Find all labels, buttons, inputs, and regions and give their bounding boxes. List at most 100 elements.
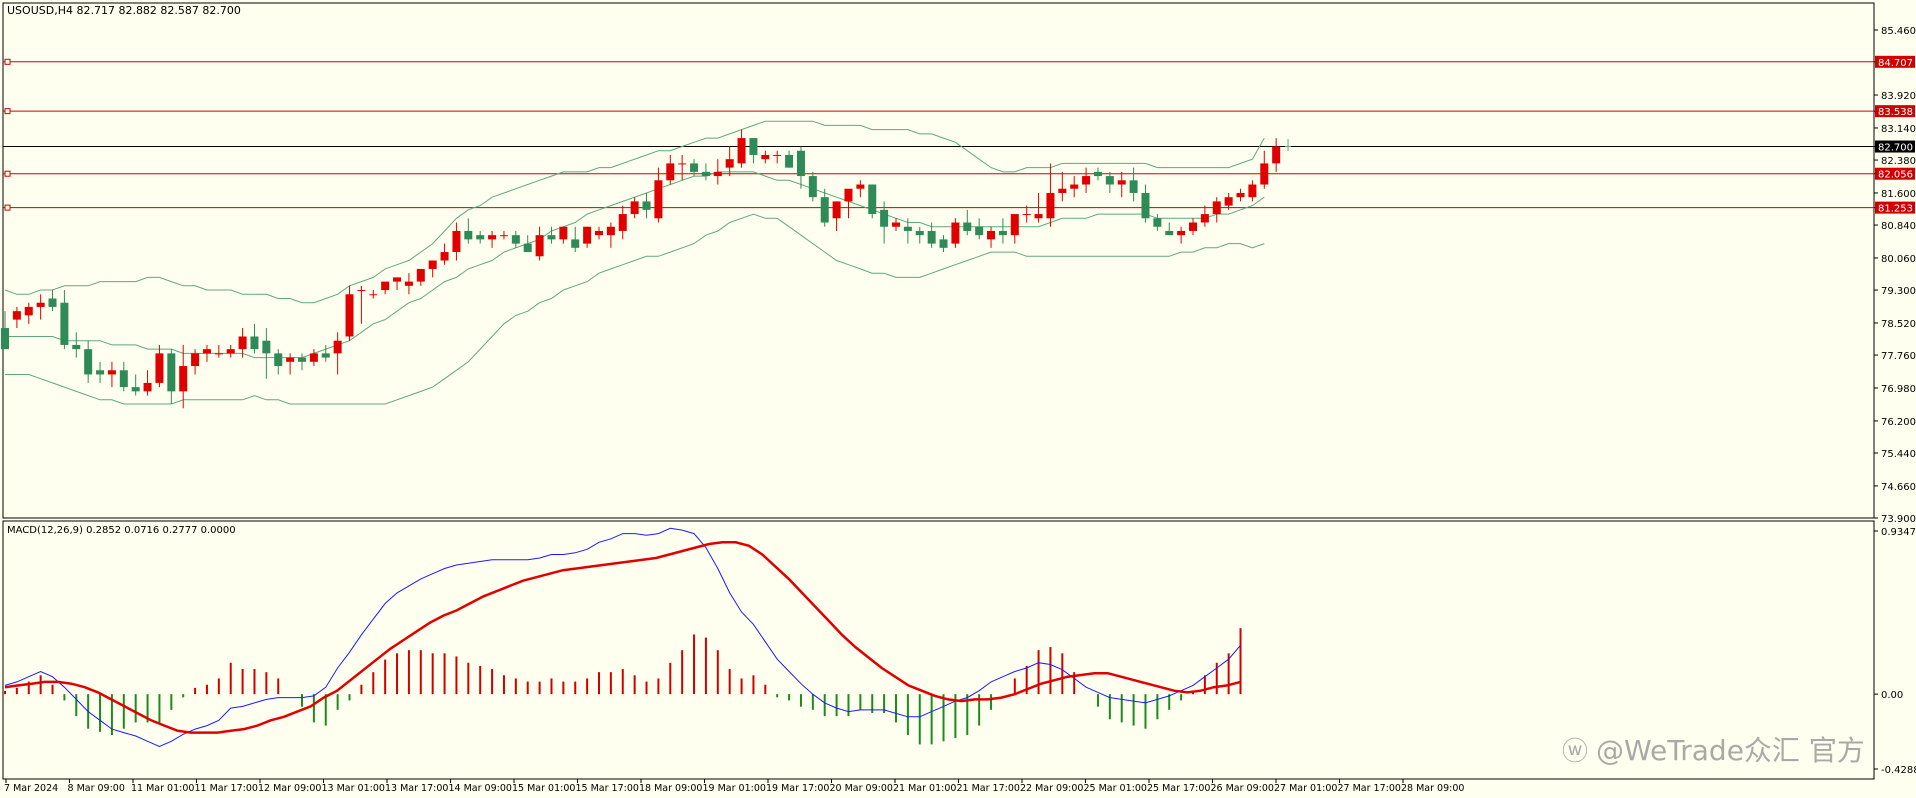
candle-body	[131, 387, 140, 392]
time-axis: 7 Mar 2024 8 Mar 09:00 11 Mar 01:00 11 Mar …	[4, 779, 1464, 794]
candle-body	[1046, 192, 1055, 219]
candle-body	[107, 370, 116, 375]
time-tick-label: 13 Mar 01:00	[322, 783, 385, 794]
candle-body	[84, 349, 93, 375]
time-tick-label: 21 Mar 01:00	[893, 783, 956, 794]
watermark: @WeTrade众汇 官方	[1596, 734, 1865, 767]
candle-body	[713, 171, 722, 177]
time-tick-label: 25 Mar 17:00	[1147, 783, 1210, 794]
candle-body	[214, 353, 223, 355]
price-tick-label: 74.660	[1881, 482, 1916, 493]
macd-panel-frame	[2, 520, 1875, 780]
candle-body	[357, 290, 366, 292]
candle-body	[583, 226, 592, 244]
candle-body	[963, 222, 972, 231]
candle-body	[1, 328, 9, 350]
candle-body	[998, 230, 1007, 236]
level-anchor-handle	[4, 58, 11, 65]
macd-tick-label: 0.00	[1881, 690, 1903, 701]
candle-body	[975, 226, 984, 236]
candle-body	[820, 197, 829, 223]
candle-body	[381, 281, 390, 291]
level-price-badge	[1875, 167, 1915, 180]
current-price-badge	[1875, 140, 1915, 153]
macd-lines	[4, 527, 1241, 748]
candle-body	[511, 235, 520, 244]
price-tick-label: 85.460	[1881, 26, 1916, 37]
macd-tick-label: -0.4288	[1881, 765, 1916, 776]
candle-body	[1272, 146, 1281, 164]
time-tick-label: 7 Mar 2024	[4, 783, 58, 794]
candle-body	[868, 184, 877, 215]
candle-body	[690, 163, 699, 172]
candle-body	[761, 154, 770, 160]
time-tick-label: 11 Mar 01:00	[131, 783, 194, 794]
candle-body	[1058, 188, 1067, 193]
candle-body	[298, 357, 306, 362]
candle-body	[416, 268, 425, 282]
time-tick-label: 15 Mar 01:00	[512, 783, 575, 794]
candle-body	[1105, 176, 1114, 185]
candle-body	[1022, 214, 1031, 216]
candle-body	[987, 230, 996, 240]
candle-body	[1260, 163, 1269, 185]
level-anchor-handle	[4, 108, 11, 115]
time-tick-label: 20 Mar 09:00	[830, 783, 893, 794]
price-tick-label: 83.140	[1881, 124, 1916, 135]
macd-signal-line	[4, 541, 1241, 734]
level-price-label: 83.538	[1878, 107, 1913, 118]
price-tick-label: 80.840	[1881, 221, 1916, 232]
candle-body	[1236, 192, 1245, 198]
candle-body	[773, 154, 782, 156]
watermark-logo-icon: ⓦ	[1562, 737, 1588, 767]
candle-body	[36, 302, 45, 307]
candle-body	[880, 209, 889, 227]
candle-body	[72, 344, 81, 350]
candle-body	[785, 154, 794, 168]
candle-body	[1212, 201, 1221, 215]
time-tick-label: 27 Mar 17:00	[1338, 783, 1401, 794]
candle-body	[499, 235, 508, 237]
candle-body	[903, 226, 912, 231]
candle-body	[939, 239, 948, 248]
level-price-badge	[1875, 105, 1915, 118]
candle-body	[60, 302, 69, 345]
candle-body	[452, 230, 461, 253]
candle-body	[440, 252, 449, 261]
candle-body	[547, 235, 556, 240]
candle-body	[393, 277, 402, 282]
time-tick-label: 12 Mar 09:00	[258, 783, 321, 794]
candle-body	[464, 230, 473, 240]
macd-tick-label: 0.9347	[1881, 527, 1916, 538]
bollinger-upper-line	[4, 120, 1265, 304]
time-tick-label: 22 Mar 09:00	[1020, 783, 1083, 794]
price-tick-label: 79.300	[1881, 286, 1916, 297]
level-price-label: 84.707	[1878, 58, 1913, 69]
price-tick-label: 76.200	[1881, 417, 1916, 428]
candle-body	[618, 214, 627, 231]
candle-body	[1165, 230, 1174, 236]
candle-body	[642, 201, 651, 210]
price-panel-title: USOUSD,H4 82.717 82.882 82.587 82.700	[7, 4, 241, 17]
candle-body	[24, 306, 33, 316]
candle-body	[927, 230, 936, 244]
candle-body	[1117, 180, 1126, 185]
candle-body	[796, 150, 805, 177]
candle-body	[1070, 184, 1079, 189]
candle-body	[808, 176, 817, 198]
candle-body	[12, 311, 21, 320]
level-price-label: 81.253	[1878, 204, 1913, 215]
price-tick-label: 81.600	[1881, 189, 1916, 200]
candle-body	[321, 353, 330, 358]
time-tick-label: 15 Mar 17:00	[576, 783, 639, 794]
candle-body	[606, 226, 615, 236]
candle-body	[96, 370, 105, 375]
time-tick-label: 14 Mar 09:00	[449, 783, 512, 794]
candle-body	[179, 366, 188, 392]
level-price-badge	[1875, 201, 1915, 214]
price-tick-label: 82.380	[1881, 156, 1916, 167]
level-anchor-handle	[4, 204, 11, 211]
candle-body	[1177, 230, 1186, 236]
